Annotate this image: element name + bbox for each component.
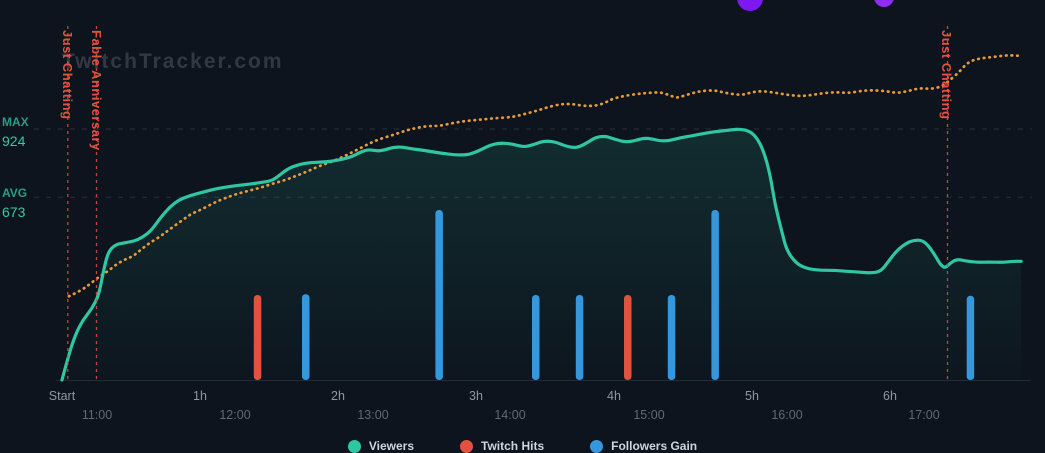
viewers-area <box>62 129 1022 380</box>
x-time-label: 16:00 <box>771 408 803 422</box>
legend-label: Followers Gain <box>611 439 698 453</box>
x-time-label: 14:00 <box>494 408 526 422</box>
avg-label: AVG <box>2 186 28 200</box>
max-value: 924 <box>2 133 26 149</box>
x-time-label: 12:00 <box>219 408 251 422</box>
watermark: TwitchTracker.com <box>62 50 284 73</box>
x-hour-label: 1h <box>193 389 207 403</box>
x-time-label: 11:00 <box>81 408 113 422</box>
x-hour-label: 2h <box>331 389 345 403</box>
legend-item[interactable]: Twitch Hits <box>460 439 544 453</box>
legend-dot <box>590 439 604 453</box>
legend-label: Viewers <box>368 439 414 453</box>
legend: Viewers Twitch Hits Followers Gain <box>0 439 1045 453</box>
legend-label: Twitch Hits <box>481 439 545 453</box>
event-bar[interactable] <box>667 295 676 380</box>
x-hour-label: 4h <box>607 389 621 403</box>
game-marker-label: Just Chatting <box>60 30 75 120</box>
event-bar[interactable] <box>435 210 443 380</box>
x-hour-label: Start <box>48 389 76 403</box>
game-marker-label: Fable Anniversary <box>89 30 104 151</box>
x-time-label: 13:00 <box>357 408 389 422</box>
avg-value: 673 <box>2 204 26 220</box>
event-bar[interactable] <box>253 295 262 380</box>
event-bar[interactable] <box>575 295 584 380</box>
x-hour-label: 3h <box>469 389 483 403</box>
legend-item[interactable]: Viewers <box>347 439 414 453</box>
legend-dot <box>460 439 473 453</box>
event-bar[interactable] <box>532 295 540 380</box>
legend-dot <box>347 439 361 453</box>
badge-dot <box>737 0 763 11</box>
event-bar[interactable] <box>302 294 310 380</box>
viewers-line <box>60 127 1023 382</box>
max-label: MAX <box>2 115 29 129</box>
x-hour-label: 6h <box>883 389 897 403</box>
x-time-label: 15:00 <box>633 408 665 422</box>
x-time-label: 17:00 <box>908 408 940 422</box>
legend-item[interactable]: Followers Gain <box>590 439 697 453</box>
game-marker-label: Just Chatting <box>939 30 954 120</box>
event-bar[interactable] <box>624 295 632 380</box>
event-bar[interactable] <box>966 295 975 380</box>
x-hour-label: 5h <box>745 389 759 403</box>
event-bar[interactable] <box>711 210 719 380</box>
badge-dot <box>874 0 894 7</box>
